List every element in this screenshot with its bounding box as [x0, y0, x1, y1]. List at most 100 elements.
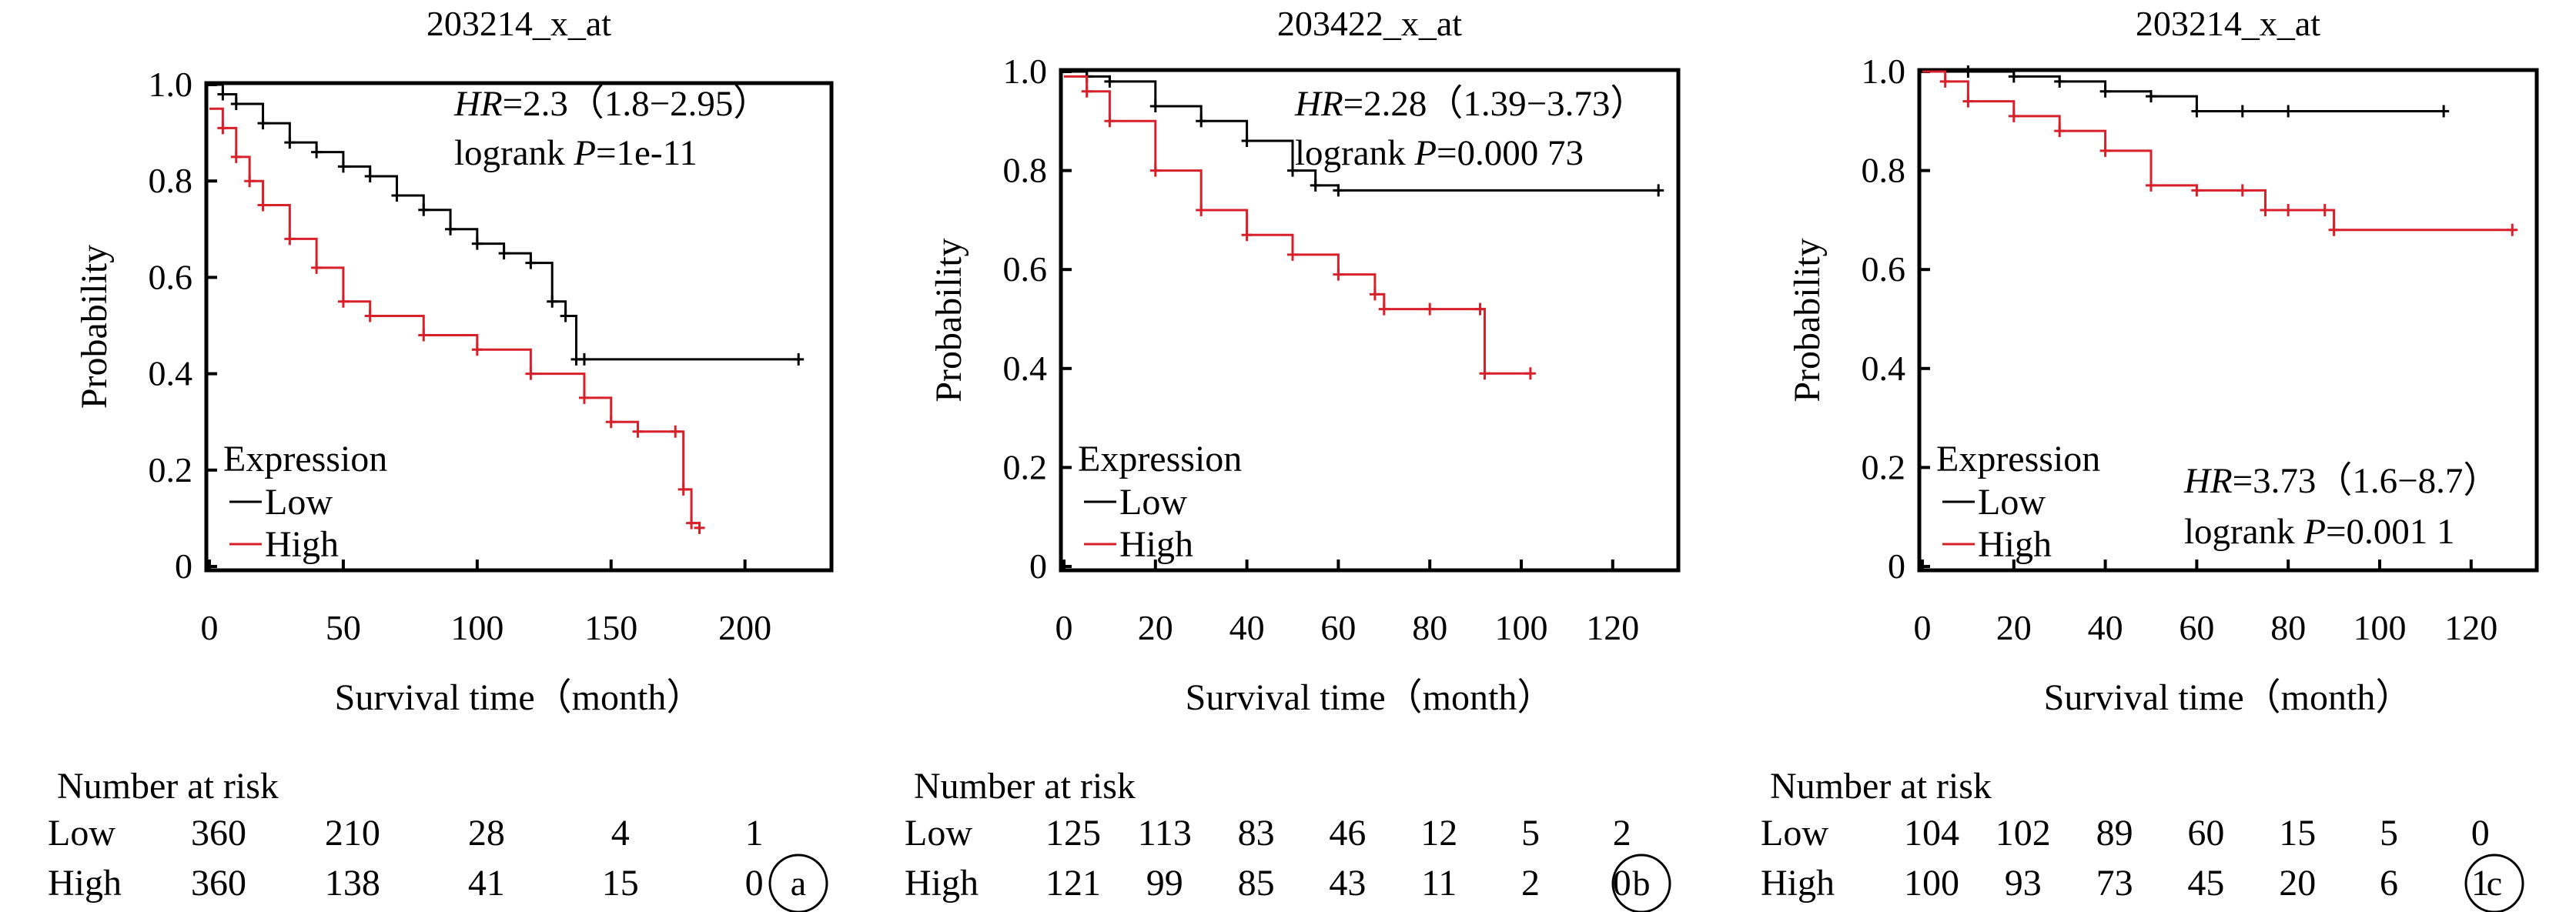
panel-label: c [2487, 864, 2502, 903]
censor-mark-low [337, 160, 349, 173]
censor-mark-high [1479, 367, 1490, 380]
x-tick-label: 100 [450, 608, 503, 647]
risk-value-low: 1 [745, 813, 764, 854]
risk-row-label-high: High [905, 863, 979, 904]
x-tick-label: 20 [1138, 608, 1173, 647]
censor-mark-high [694, 521, 705, 534]
censor-mark-high [1524, 367, 1536, 380]
risk-value-high: 0 [745, 863, 764, 904]
y-tick-label: 0.4 [149, 354, 193, 393]
x-tick-label: 20 [1996, 608, 2032, 647]
risk-value-high: 85 [1238, 863, 1275, 904]
censor-mark-low [1104, 75, 1116, 88]
censor-mark-high [1369, 288, 1380, 301]
censor-mark-low [217, 88, 229, 101]
censor-mark-high [2328, 223, 2340, 236]
risk-value-high: 360 [191, 863, 246, 904]
series-line-high [1922, 70, 2513, 232]
series-line-low [209, 83, 799, 361]
censor-mark-high [1081, 85, 1092, 98]
chart-panel-b: 203422_x_at 0 0.2 0.4 0.6 0.8 1.0 0 20 40 60 80 100 1… [905, 4, 1681, 912]
y-tick-label: 0.2 [149, 450, 193, 489]
legend-label-low: Low [265, 482, 333, 523]
censor-mark-high [2099, 144, 2111, 157]
y-tick-label: 0.6 [1003, 249, 1048, 289]
risk-value-low: 12 [1420, 813, 1457, 854]
censor-mark-low [560, 309, 571, 322]
censor-mark-high [257, 199, 269, 212]
risk-row-label-low: Low [1761, 813, 1828, 854]
y-tick-label: 0 [175, 546, 192, 586]
plot-frame [204, 81, 834, 573]
censor-mark-high [2507, 223, 2518, 236]
censor-mark-low [230, 98, 242, 111]
censor-mark-low [2099, 85, 2111, 98]
x-tick-label: 40 [1229, 608, 1265, 647]
censor-mark-low [1333, 184, 1344, 197]
hazard-ratio-text: HR=2.28（1.39−3.73） [1294, 84, 1646, 124]
y-tick-label: 1.0 [1862, 52, 1906, 91]
risk-row-label-low: Low [48, 813, 115, 854]
censor-mark-high [2260, 204, 2271, 217]
censor-mark-low [311, 145, 323, 159]
censor-mark-low [578, 352, 590, 366]
censor-mark-high [418, 329, 430, 342]
hr-label: HR [453, 84, 503, 124]
y-tick-label: 0.6 [149, 257, 193, 296]
legend-label-high: High [1978, 524, 2052, 565]
y-tick-label: 0 [1888, 546, 1905, 586]
censor-mark-low [2438, 105, 2450, 118]
x-tick-label: 120 [2444, 608, 2497, 647]
risk-value-high: 45 [2187, 863, 2224, 904]
censor-mark-high [1241, 229, 1253, 242]
risk-value-high: 1 [2471, 863, 2490, 904]
risk-value-high: 43 [1329, 863, 1366, 904]
censor-mark-high [311, 261, 323, 274]
censor-mark-high [2319, 204, 2330, 217]
y-tick-label: 0.4 [1003, 349, 1048, 388]
legend-label-high: High [1119, 524, 1193, 565]
chart-title: 203214_x_at [427, 4, 611, 43]
y-tick-label: 0.6 [1862, 249, 1906, 289]
x-tick-label: 100 [1494, 608, 1547, 647]
censor-mark-low [1241, 135, 1253, 148]
legend-label-low: Low [1119, 482, 1187, 523]
logrank-label: logrank [2184, 512, 2303, 552]
legend-label-low: Low [1978, 482, 2046, 523]
risk-value-high: 93 [2005, 863, 2042, 904]
censor-mark-high [1424, 302, 1436, 316]
risk-value-low: 5 [2380, 813, 2398, 854]
y-tick-label: 1.0 [149, 65, 193, 104]
censor-mark-high [1196, 204, 1207, 217]
x-tick-label: 40 [2088, 608, 2123, 647]
series-line-low [1922, 70, 2444, 112]
censor-mark-high [605, 416, 617, 429]
y-tick-label: 0.2 [1003, 447, 1048, 486]
panel-label-circle [2464, 854, 2524, 912]
censor-mark-low [1286, 164, 1298, 177]
panel-label-circle [768, 854, 828, 912]
panel-label-circle [1611, 854, 1671, 912]
risk-value-low: 125 [1045, 813, 1101, 854]
censor-mark-low [2283, 105, 2294, 118]
y-tick-label: 0 [1029, 546, 1047, 586]
risk-value-low: 104 [1904, 813, 1959, 854]
risk-value-high: 138 [325, 863, 380, 904]
risk-value-low: 102 [1996, 813, 2051, 854]
legend-label-high: High [265, 524, 339, 565]
risk-value-high: 11 [1421, 863, 1457, 904]
x-axis-label: Survival time（month） [2044, 677, 2413, 718]
censor-mark-high [2054, 125, 2066, 138]
censor-mark-low [1653, 184, 1664, 197]
censor-mark-low [257, 117, 269, 130]
risk-value-low: 60 [2187, 813, 2224, 854]
censor-mark-high [2145, 179, 2156, 192]
x-tick-label: 120 [1586, 608, 1639, 647]
censor-mark-high [1378, 302, 1390, 316]
logrank-text: logrank P=0.000 73 [1295, 133, 1584, 173]
p-value: =1e-11 [596, 133, 698, 173]
censor-mark-low [1149, 100, 1161, 113]
hr-value: =3.73（1.6−8.7） [2233, 461, 2500, 501]
